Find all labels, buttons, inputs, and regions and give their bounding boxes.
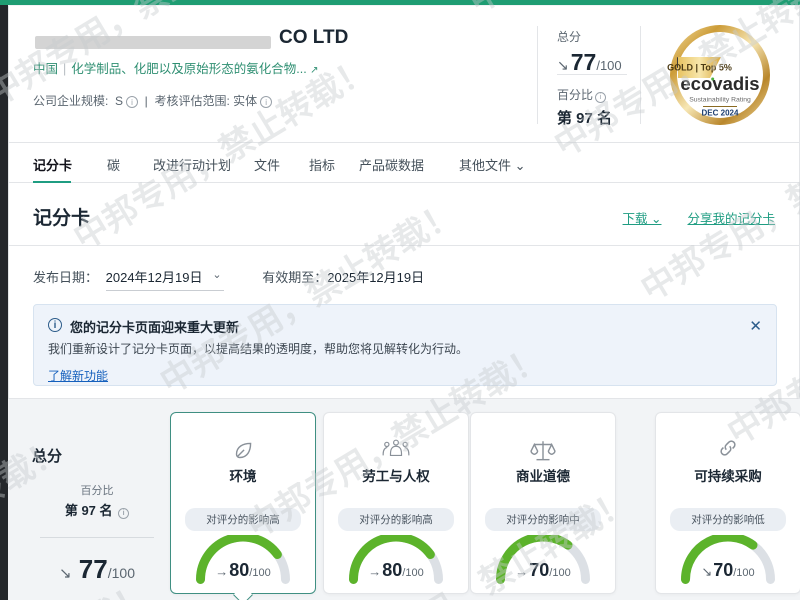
svg-text:DEC 2024: DEC 2024	[702, 109, 739, 118]
svg-text:ecovadis: ecovadis	[680, 73, 759, 94]
svg-text:Sustainability Rating: Sustainability Rating	[689, 97, 751, 104]
svg-text:GOLD | Top 5%: GOLD | Top 5%	[667, 63, 732, 73]
